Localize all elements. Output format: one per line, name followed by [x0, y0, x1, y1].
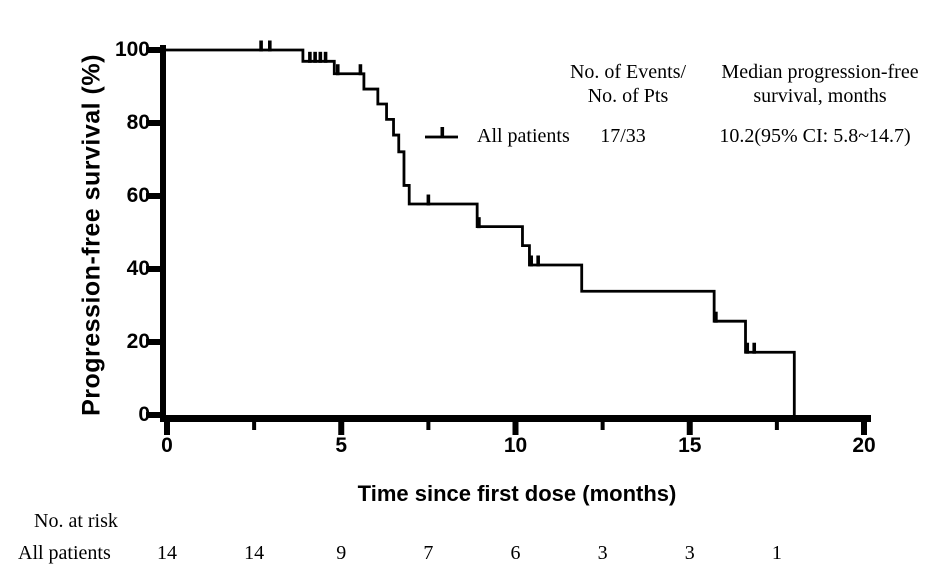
censor-tick-mark — [529, 255, 533, 267]
censor-tick-mark — [268, 40, 272, 52]
y-tick-label-40: 40 — [126, 257, 150, 280]
at-risk-count: 6 — [510, 542, 521, 564]
censor-tick-mark — [745, 342, 750, 354]
y-tick-label-60: 60 — [126, 184, 150, 207]
x-axis-line — [160, 415, 871, 422]
y-axis-tick — [146, 339, 160, 345]
y-axis-tick — [146, 120, 160, 126]
censor-tick-mark — [259, 40, 263, 52]
x-axis-major-tick — [512, 422, 519, 435]
x-axis-major-tick — [861, 422, 867, 435]
y-tick-label-0: 0 — [138, 403, 150, 426]
censor-tick-mark — [308, 51, 312, 63]
legend-events-value: 17/33 — [600, 125, 646, 147]
y-tick-label-80: 80 — [126, 111, 150, 134]
x-axis-title: Time since first dose (months) — [357, 481, 677, 506]
x-tick-label-20: 20 — [852, 434, 876, 457]
at-risk-row-label: All patients — [18, 542, 111, 564]
legend-median-header-line1: Median progression-free — [721, 61, 919, 83]
legend-series-label: All patients — [477, 125, 570, 147]
legend-events-header: No. of Events/ No. of Pts — [570, 60, 686, 108]
x-axis-minor-tick — [774, 422, 779, 430]
at-risk-count: 1 — [771, 542, 782, 564]
x-axis-major-tick — [686, 422, 693, 435]
legend-median-value: 10.2(95% CI: 5.8~14.7) — [719, 125, 911, 147]
censor-tick-mark — [477, 217, 481, 229]
censor-tick-mark — [323, 51, 328, 63]
km-curve-all-patients — [163, 48, 796, 415]
at-risk-count: 9 — [336, 542, 347, 564]
x-axis-minor-tick — [600, 422, 605, 430]
y-tick-label-100: 100 — [114, 38, 150, 61]
x-tick-label-5: 5 — [335, 434, 348, 457]
censor-tick-mark — [426, 194, 431, 206]
x-axis-major-tick — [338, 422, 345, 435]
x-axis-minor-tick — [426, 422, 431, 430]
at-risk-count: 14 — [157, 542, 177, 564]
at-risk-count: 3 — [597, 542, 608, 564]
at-risk-title: No. at risk — [34, 510, 118, 532]
at-risk-count: 14 — [244, 542, 265, 564]
legend-symbol-censor-icon — [440, 127, 445, 138]
censor-tick-mark — [313, 51, 317, 63]
at-risk-count: 3 — [684, 542, 695, 564]
x-axis-minor-tick — [252, 422, 257, 430]
y-axis-tick — [146, 266, 160, 272]
censor-tick-mark — [536, 255, 540, 267]
y-axis-title: Progression-free survival (%) — [77, 54, 106, 416]
censor-tick-mark — [714, 311, 718, 323]
at-risk-count: 7 — [423, 542, 434, 564]
y-axis-tick — [146, 412, 160, 418]
x-axis-major-tick — [164, 422, 170, 435]
legend-median-header-line2: survival, months — [753, 85, 887, 107]
legend-median-header: Median progression-free survival, months — [721, 60, 918, 108]
y-axis-line — [160, 45, 166, 422]
legend-events-header-line2: No. of Pts — [587, 85, 669, 107]
x-tick-label-0: 0 — [161, 434, 173, 457]
censor-tick-mark — [358, 64, 363, 76]
censor-tick-mark — [335, 64, 340, 76]
y-tick-label-20: 20 — [126, 330, 150, 353]
x-tick-label-15: 15 — [678, 434, 702, 457]
legend-events-header-line1: No. of Events/ — [569, 61, 687, 83]
censor-tick-mark — [318, 51, 323, 63]
x-tick-label-10: 10 — [503, 434, 528, 457]
y-axis-tick — [146, 47, 160, 53]
y-axis-tick — [146, 193, 160, 199]
censor-tick-mark — [752, 342, 757, 354]
